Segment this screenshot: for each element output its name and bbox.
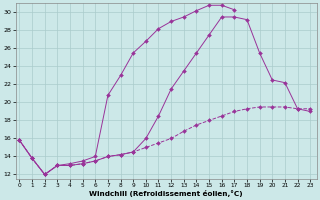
X-axis label: Windchill (Refroidissement éolien,°C): Windchill (Refroidissement éolien,°C) bbox=[89, 190, 243, 197]
